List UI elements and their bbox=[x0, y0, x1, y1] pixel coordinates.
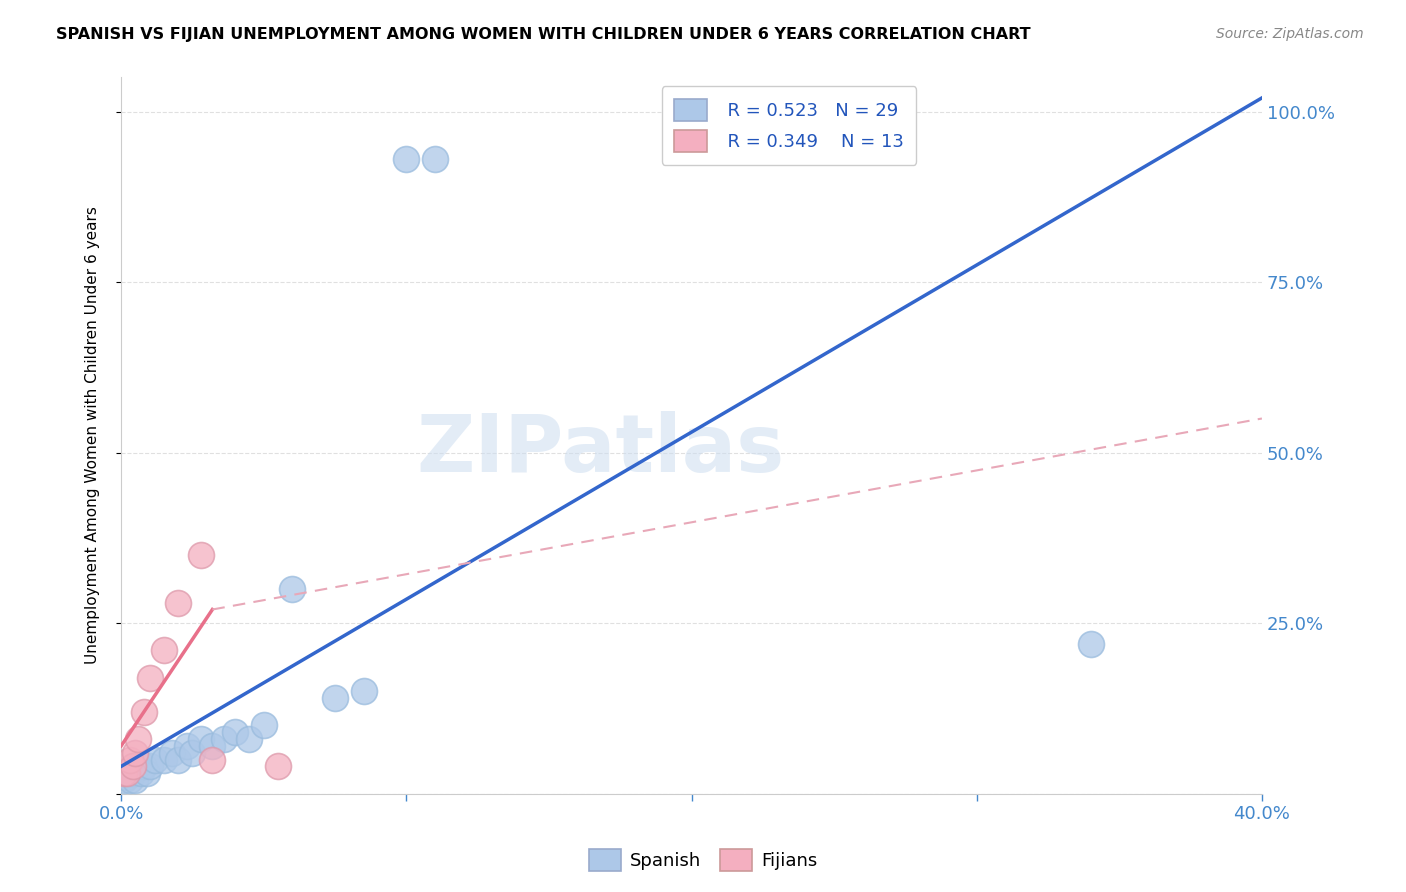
Point bbox=[132, 705, 155, 719]
Legend: Spanish, Fijians: Spanish, Fijians bbox=[582, 842, 824, 879]
Point bbox=[190, 732, 212, 747]
Point bbox=[353, 684, 375, 698]
Legend:   R = 0.523   N = 29,   R = 0.349    N = 13: R = 0.523 N = 29, R = 0.349 N = 13 bbox=[662, 87, 917, 165]
Point bbox=[1080, 637, 1102, 651]
Point bbox=[267, 759, 290, 773]
Point bbox=[423, 153, 446, 167]
Point bbox=[138, 671, 160, 685]
Point bbox=[135, 766, 157, 780]
Point bbox=[224, 725, 246, 739]
Point bbox=[281, 582, 304, 596]
Point bbox=[201, 753, 224, 767]
Point bbox=[167, 753, 190, 767]
Point bbox=[115, 770, 138, 784]
Point bbox=[121, 759, 143, 773]
Point bbox=[395, 153, 418, 167]
Point bbox=[118, 766, 141, 780]
Text: ZIPatlas: ZIPatlas bbox=[416, 411, 785, 489]
Point bbox=[143, 753, 166, 767]
Point bbox=[127, 759, 149, 773]
Point bbox=[212, 732, 235, 747]
Point bbox=[176, 739, 198, 753]
Point bbox=[118, 772, 141, 787]
Point bbox=[112, 772, 135, 787]
Point bbox=[129, 766, 152, 780]
Point bbox=[167, 596, 190, 610]
Point bbox=[118, 753, 141, 767]
Point bbox=[124, 746, 146, 760]
Point bbox=[323, 691, 346, 706]
Point bbox=[132, 759, 155, 773]
Point bbox=[153, 643, 176, 657]
Point bbox=[181, 746, 204, 760]
Point bbox=[121, 766, 143, 780]
Point bbox=[115, 766, 138, 780]
Point bbox=[238, 732, 260, 747]
Point bbox=[190, 548, 212, 562]
Point bbox=[162, 746, 184, 760]
Point bbox=[112, 766, 135, 780]
Point bbox=[201, 739, 224, 753]
Text: SPANISH VS FIJIAN UNEMPLOYMENT AMONG WOMEN WITH CHILDREN UNDER 6 YEARS CORRELATI: SPANISH VS FIJIAN UNEMPLOYMENT AMONG WOM… bbox=[56, 27, 1031, 42]
Point bbox=[138, 759, 160, 773]
Point bbox=[124, 772, 146, 787]
Text: Source: ZipAtlas.com: Source: ZipAtlas.com bbox=[1216, 27, 1364, 41]
Y-axis label: Unemployment Among Women with Children Under 6 years: Unemployment Among Women with Children U… bbox=[86, 207, 100, 665]
Point bbox=[153, 753, 176, 767]
Point bbox=[127, 732, 149, 747]
Point bbox=[253, 718, 276, 732]
